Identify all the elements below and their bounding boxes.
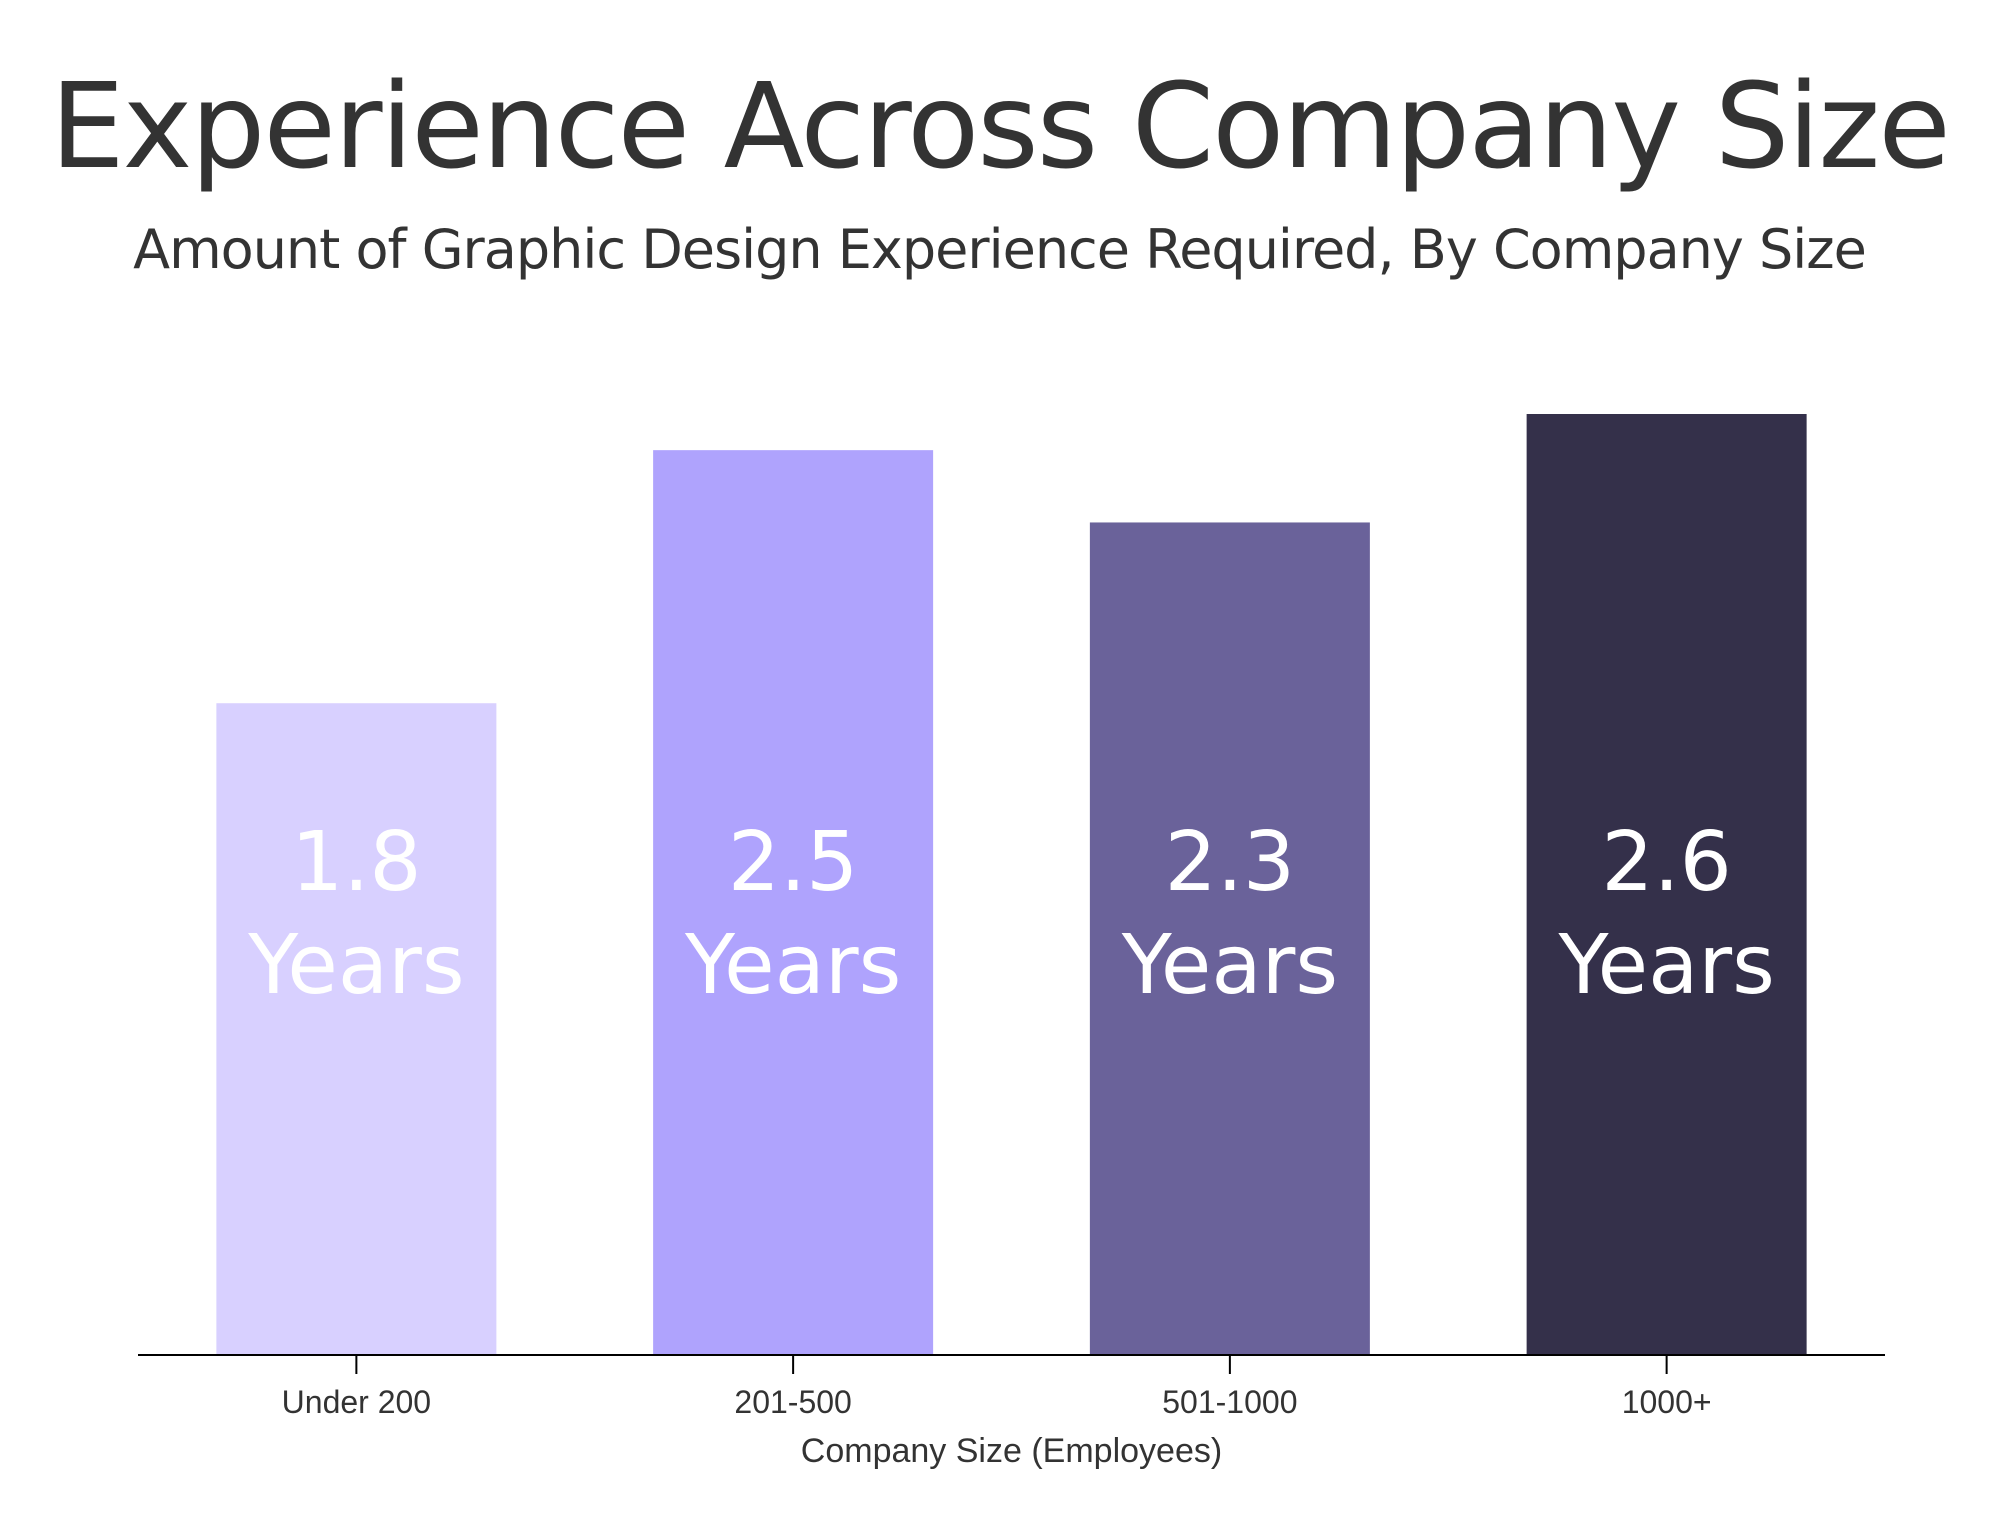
bar-0 xyxy=(216,703,497,1354)
chart-subtitle: Amount of Graphic Design Experience Requ… xyxy=(133,218,1867,281)
bars-layer xyxy=(216,414,1807,1355)
x-tick-label-3: 1000+ xyxy=(1622,1384,1712,1420)
bar-data-label-2-line-1: Years xyxy=(1121,918,1338,1013)
bar-data-label-3-line-0: 2.6 xyxy=(1601,815,1731,910)
bar-data-label-2: 2.3 Years xyxy=(1121,815,1338,1013)
bar-2 xyxy=(1089,522,1370,1354)
bar-data-label-3-line-1: Years xyxy=(1557,918,1774,1013)
bar-data-label-0-line-0: 1.8 xyxy=(291,815,421,910)
bar-1 xyxy=(653,450,934,1355)
x-tick-label-2: 501-1000 xyxy=(1162,1384,1297,1420)
bar-data-label-1-line-0: 2.5 xyxy=(728,815,858,910)
bar-data-label-3: 2.6 Years xyxy=(1557,815,1774,1013)
x-axis-label: Company Size (Employees) xyxy=(801,1432,1222,1470)
bar-data-label-0: 1.8 Years xyxy=(247,815,464,1013)
x-axis-ticks: Under 200 201-500 501-1000 1000+ xyxy=(282,1355,1712,1420)
bar-data-label-1-line-1: Years xyxy=(684,918,901,1013)
bar-3 xyxy=(1526,414,1807,1354)
bar-data-label-0-line-1: Years xyxy=(247,918,464,1013)
bar-data-label-1: 2.5 Years xyxy=(684,815,901,1013)
bar-data-label-2-line-0: 2.3 xyxy=(1165,815,1295,910)
x-tick-label-1: 201-500 xyxy=(734,1384,851,1420)
chart-title: Experience Across Company Size xyxy=(50,57,1951,195)
x-tick-label-0: Under 200 xyxy=(282,1384,431,1420)
